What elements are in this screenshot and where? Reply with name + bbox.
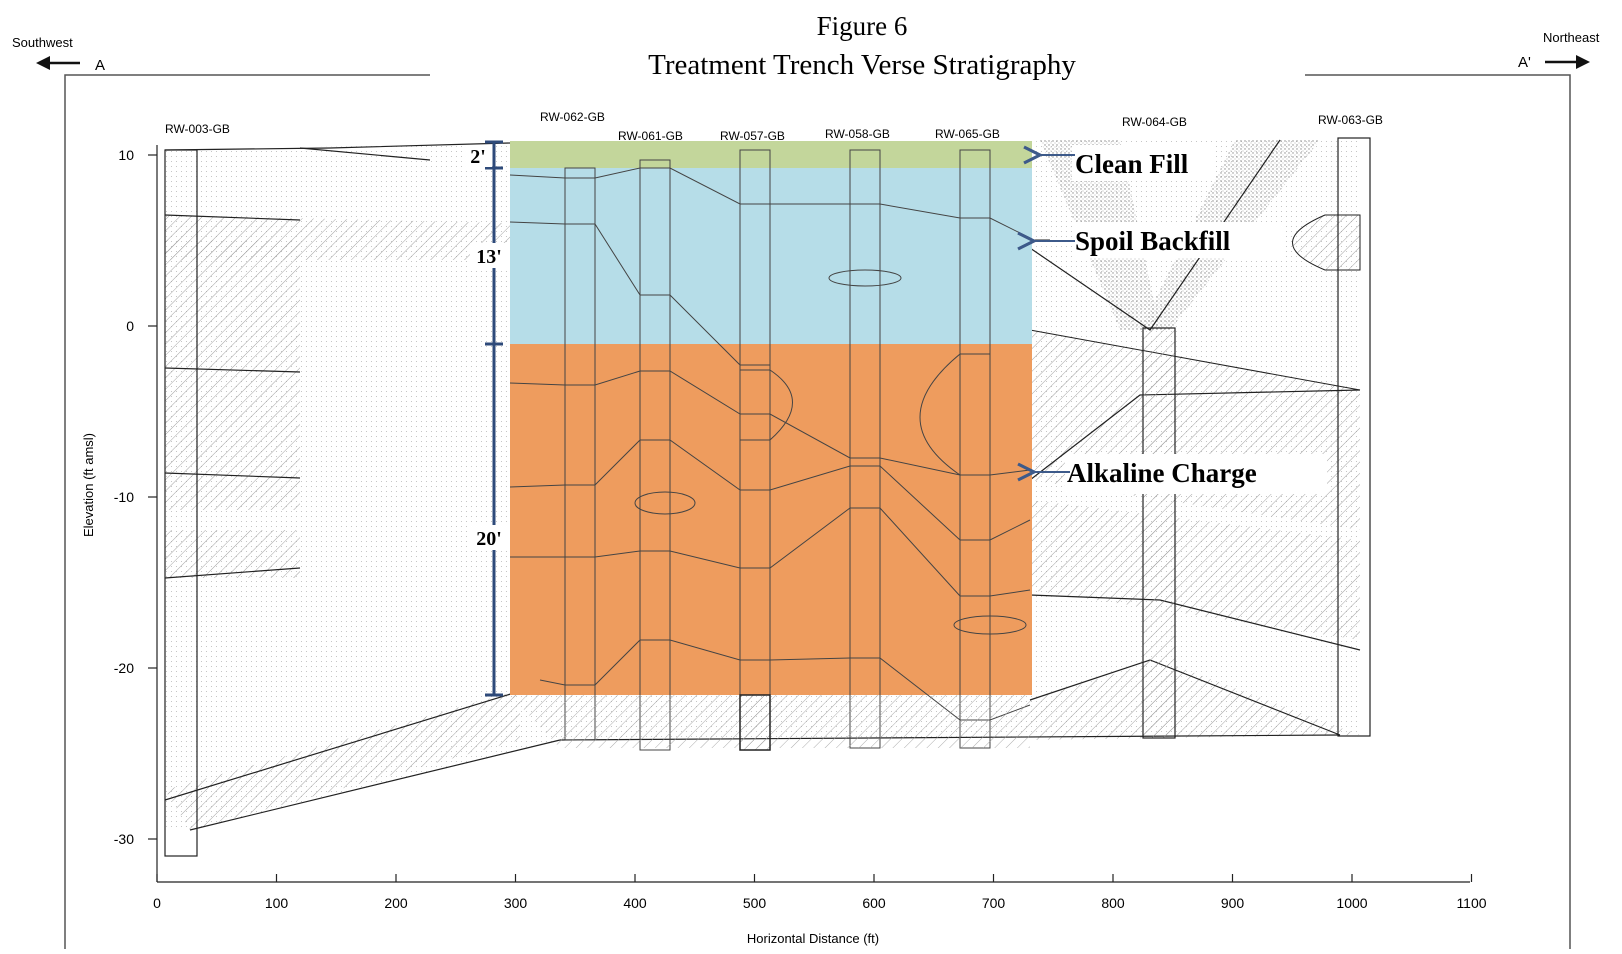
x-axis-ticks: 0 100 200 300 400 500 600 700 800 900 1000 1100 (153, 874, 1487, 911)
boring-label: RW-003-GB (165, 122, 230, 136)
x-tick-label: 400 (623, 895, 647, 911)
boring-label: RW-065-GB (935, 127, 1000, 141)
x-axis-label: Horizontal Distance (ft) (747, 931, 879, 946)
x-tick-label: 700 (982, 895, 1006, 911)
boring-rw-003-gb (164, 149, 198, 857)
x-tick-label: 500 (743, 895, 767, 911)
label-bg-13ft (470, 243, 510, 268)
section-start-label: A (95, 57, 105, 74)
boring-labels: RW-003-GB RW-062-GB RW-061-GB RW-057-GB … (165, 110, 1383, 143)
callout-bg-alkaline-charge (1065, 454, 1327, 494)
thickness-label-clean-fill: 2' (470, 146, 486, 168)
boring-label: RW-057-GB (720, 129, 785, 143)
boring-rw-061-gb (639, 159, 671, 751)
boring-label: RW-062-GB (540, 110, 605, 124)
boring-label: RW-064-GB (1122, 115, 1187, 129)
x-tick-label: 1000 (1336, 895, 1367, 911)
boring-label: RW-058-GB (825, 127, 890, 141)
y-tick-label: -10 (114, 489, 134, 505)
callout-bg-spoil-backfill (1072, 222, 1284, 258)
boring-rw-063-gb (1337, 137, 1371, 737)
figure-frame-right (1305, 74, 1571, 949)
figure-title: Treatment Trench Verse Stratigraphy (648, 49, 1076, 81)
x-tick-label: 600 (862, 895, 886, 911)
y-axis-label: Elevation (ft amsl) (81, 433, 96, 537)
thickness-label-spoil-backfill: 13' (476, 246, 502, 268)
northeast-label: Northeast (1543, 30, 1600, 45)
section-end-label: A' (1518, 54, 1531, 71)
label-bg-2ft (466, 145, 492, 167)
arrow-left-icon (36, 56, 80, 70)
callout-spoil-backfill: Spoil Backfill (1075, 226, 1231, 256)
layer-spoil-backfill (510, 168, 1032, 344)
y-tick-label: -30 (114, 831, 134, 847)
callout-clean-fill: Clean Fill (1075, 149, 1189, 179)
x-tick-label: 300 (504, 895, 528, 911)
layer-alkaline-charge (510, 344, 1032, 695)
figure-number: Figure 6 (817, 11, 908, 41)
boring-rw-064-gb (1142, 327, 1176, 739)
x-tick-label: 900 (1221, 895, 1245, 911)
figure-frame-left (64, 74, 430, 949)
callout-bg-clean-fill (1072, 145, 1214, 181)
y-axis-ticks: 10 0 -10 -20 -30 (114, 147, 157, 847)
x-tick-label: 1100 (1456, 895, 1486, 911)
boring-label: RW-061-GB (618, 129, 683, 143)
arrow-right-icon (1545, 55, 1590, 69)
thickness-dimensions (485, 140, 503, 697)
southwest-label: Southwest (12, 35, 73, 50)
x-tick-label: 100 (265, 895, 289, 911)
thickness-label-alkaline-charge: 20' (476, 528, 502, 550)
y-tick-label: 10 (118, 147, 134, 163)
trench-basement (510, 694, 1030, 751)
boring-label: RW-063-GB (1318, 113, 1383, 127)
layer-clean-fill (510, 141, 1032, 168)
y-tick-label: -20 (114, 660, 134, 676)
x-tick-label: 800 (1101, 895, 1125, 911)
x-tick-label: 200 (384, 895, 408, 911)
callout-alkaline-charge: Alkaline Charge (1067, 458, 1257, 488)
boring-columns (164, 137, 1371, 857)
label-bg-20ft (470, 525, 510, 550)
x-tick-label: 0 (153, 895, 161, 911)
y-tick-label: 0 (126, 318, 134, 334)
